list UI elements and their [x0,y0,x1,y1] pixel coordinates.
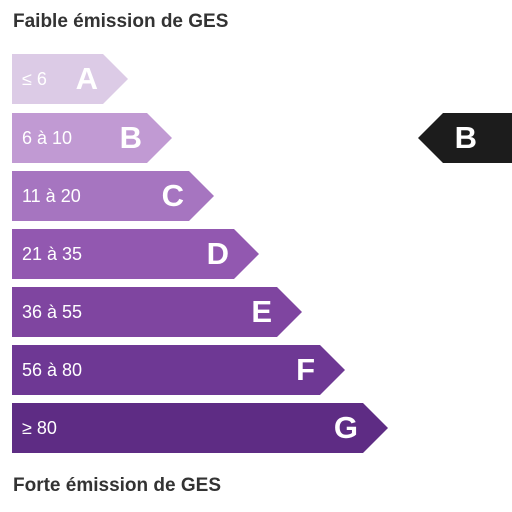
class-letter-c: C [161,178,184,213]
class-letter-g: G [333,410,358,445]
class-range-a: ≤ 6 [22,68,47,89]
class-range-f: 56 à 80 [22,359,83,380]
class-bar-b: 6 à 10 B [12,113,172,163]
class-bar-f: 56 à 80 F [12,345,345,395]
class-range-b: 6 à 10 [22,127,73,148]
class-letter-b: B [119,120,142,155]
current-rating-letter: B [454,120,477,155]
class-range-g: ≥ 80 [22,417,57,438]
class-range-c: 11 à 20 [22,185,81,206]
class-bar-d: 21 à 35 D [12,229,259,279]
low-emission-heading: Faible émission de GES [13,11,229,32]
class-range-e: 36 à 55 [22,301,83,322]
class-bar-g: ≥ 80 G [12,403,388,453]
current-rating-marker: B [418,113,512,163]
class-bar-e: 36 à 55 E [12,287,302,337]
class-letter-a: A [75,61,98,96]
class-letter-e: E [251,294,272,329]
class-letter-f: F [296,352,315,387]
class-letter-d: D [206,236,229,271]
class-range-d: 21 à 35 [22,243,83,264]
class-bar-c: 11 à 20 C [12,171,214,221]
class-bar-a: ≤ 6 A [12,54,128,104]
high-emission-heading: Forte émission de GES [13,475,221,496]
